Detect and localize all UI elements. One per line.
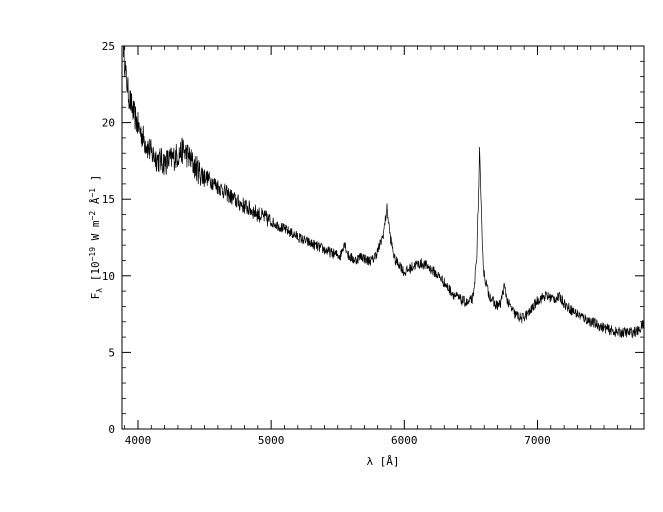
y-tick-label: 15 [102, 193, 115, 206]
y-tick-label: 0 [108, 423, 115, 436]
plot-frame [121, 45, 645, 430]
x-tick-label: 6000 [391, 434, 418, 447]
spectrum-line [122, 46, 644, 339]
x-axis-label: λ [Å] [366, 455, 399, 468]
y-tick-label: 10 [102, 270, 115, 283]
y-axis-label: Fλ [10−19 W m−2 Å−1 ] [88, 175, 104, 300]
minor-ticks [122, 46, 645, 429]
x-tick-label: 5000 [258, 434, 285, 447]
y-tick-label: 25 [102, 40, 115, 53]
x-tick-label: 7000 [524, 434, 551, 447]
y-tick-label: 5 [108, 346, 115, 359]
y-tick-label: 20 [102, 117, 115, 130]
x-tick-label: 4000 [125, 434, 152, 447]
